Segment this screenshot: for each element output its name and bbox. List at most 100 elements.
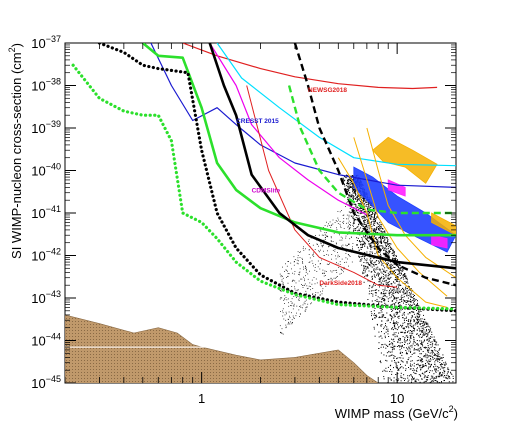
scatter-point	[352, 188, 354, 190]
scatter-point	[416, 364, 418, 366]
scatter-point	[377, 244, 378, 245]
scatter-point	[385, 244, 387, 246]
scatter-point	[405, 304, 407, 306]
scatter-point	[393, 270, 395, 272]
limit-curve-8	[366, 127, 456, 279]
scatter-point	[291, 302, 293, 304]
scatter-point	[285, 270, 287, 271]
scatter-point	[392, 308, 394, 310]
scatter-point	[397, 361, 399, 363]
scatter-point	[394, 356, 396, 357]
scatter-point	[358, 195, 360, 197]
scatter-point	[390, 291, 392, 293]
scatter-point	[428, 359, 430, 361]
scatter-point	[363, 242, 365, 244]
scatter-point	[389, 251, 391, 253]
scatter-point	[399, 367, 401, 369]
scatter-point	[382, 237, 384, 239]
scatter-point	[294, 317, 295, 319]
scatter-point	[420, 311, 422, 312]
scatter-point	[305, 248, 306, 250]
scatter-point	[304, 310, 306, 312]
scatter-point	[402, 288, 403, 289]
scatter-point	[437, 358, 439, 360]
scatter-point	[425, 359, 427, 361]
scatter-point	[352, 184, 354, 186]
scatter-point	[407, 325, 409, 327]
scatter-point	[291, 305, 293, 307]
scatter-point	[356, 206, 358, 208]
scatter-point	[361, 258, 363, 260]
scatter-point	[402, 327, 404, 329]
scatter-point	[360, 197, 362, 199]
scatter-point	[348, 211, 350, 213]
scatter-point	[393, 320, 395, 322]
scatter-point	[364, 252, 366, 253]
scatter-point	[348, 195, 350, 197]
scatter-point	[393, 382, 395, 383]
scatter-point	[400, 324, 401, 326]
scatter-point	[399, 264, 401, 266]
scatter-point	[371, 290, 372, 292]
scatter-point	[378, 229, 379, 231]
scatter-point	[351, 183, 353, 185]
scatter-point	[360, 208, 362, 209]
scatter-point	[392, 294, 394, 296]
scatter-point	[332, 219, 334, 221]
scatter-point	[424, 371, 426, 373]
scatter-point	[435, 344, 437, 346]
scatter-point	[426, 326, 427, 328]
scatter-point	[349, 184, 351, 186]
scatter-point	[419, 340, 421, 342]
scatter-point	[368, 293, 370, 295]
scatter-point	[415, 349, 417, 351]
scatter-point	[376, 242, 378, 243]
scatter-point	[416, 343, 418, 345]
scatter-point	[427, 338, 429, 340]
scatter-point	[433, 339, 435, 341]
scatter-point	[287, 318, 289, 320]
scatter-point	[420, 369, 422, 371]
scatter-point	[422, 345, 424, 347]
scatter-point	[397, 277, 399, 278]
scatter-point	[345, 237, 347, 239]
scatter-point	[404, 283, 406, 285]
scatter-point	[385, 347, 387, 349]
scatter-point	[363, 262, 365, 263]
scatter-point	[368, 203, 370, 205]
signal-region-5	[431, 212, 456, 236]
scatter-point	[430, 337, 431, 339]
scatter-point	[360, 203, 362, 205]
scatter-point	[398, 264, 400, 266]
scatter-point	[430, 364, 432, 366]
scatter-point	[373, 264, 375, 266]
scatter-point	[410, 296, 412, 298]
scatter-point	[401, 344, 403, 346]
scatter-point	[408, 367, 409, 368]
scatter-point	[349, 186, 351, 188]
scatter-point	[364, 226, 366, 227]
scatter-point	[417, 312, 418, 314]
scatter-point	[380, 277, 382, 279]
scatter-point	[373, 274, 375, 276]
scatter-point	[426, 348, 428, 350]
scatter-point	[382, 276, 384, 278]
scatter-point	[429, 352, 431, 354]
scatter-point	[336, 262, 337, 263]
scatter-point	[418, 311, 420, 313]
scatter-point	[385, 323, 386, 325]
scatter-point	[403, 327, 405, 329]
scatter-point	[357, 212, 359, 213]
scatter-point	[284, 298, 285, 300]
scatter-point	[293, 317, 294, 319]
scatter-point	[353, 230, 354, 232]
scatter-point	[374, 246, 376, 248]
scatter-point	[396, 358, 398, 360]
scatter-point	[337, 252, 338, 253]
scatter-point	[347, 188, 349, 190]
scatter-point	[306, 285, 308, 287]
scatter-point	[433, 340, 435, 342]
scatter-point	[357, 197, 358, 199]
scatter-point	[374, 335, 376, 337]
scatter-point	[286, 265, 288, 267]
